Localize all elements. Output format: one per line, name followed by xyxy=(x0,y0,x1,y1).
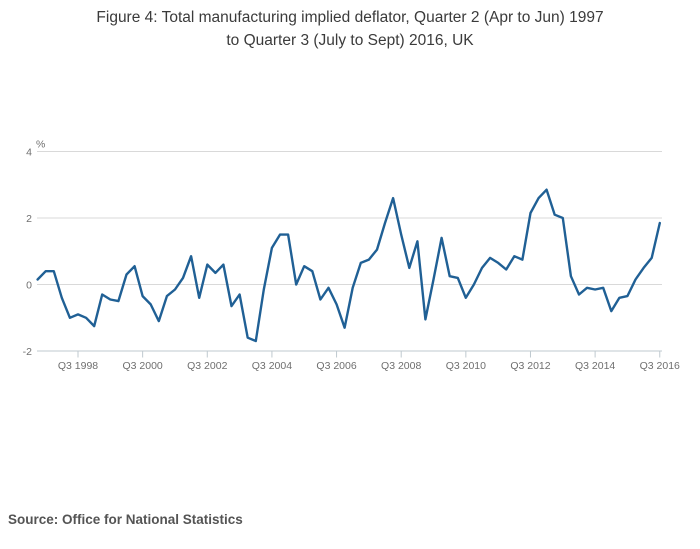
y-tick-label: -2 xyxy=(23,346,32,358)
chart-title-line2: to Quarter 3 (July to Sept) 2016, UK xyxy=(226,32,474,49)
y-tick-label: 0 xyxy=(26,279,32,291)
chart-title-line1: Figure 4: Total manufacturing implied de… xyxy=(96,9,604,26)
y-axis-unit-label: % xyxy=(36,139,45,151)
x-tick-label: Q3 2006 xyxy=(316,360,356,372)
x-tick-label: Q3 2002 xyxy=(187,360,227,372)
x-tick-label: Q3 2010 xyxy=(446,360,486,372)
y-tick-label: 4 xyxy=(26,146,32,158)
x-tick-label: Q3 2012 xyxy=(510,360,550,372)
deflator-data-line xyxy=(36,188,661,343)
x-tick-label: Q3 2004 xyxy=(252,360,292,372)
x-tick-label: Q3 2014 xyxy=(575,360,615,372)
x-tick-label: Q3 1998 xyxy=(58,360,98,372)
y-tick-label: 2 xyxy=(26,213,32,225)
x-tick-label: Q3 2008 xyxy=(381,360,421,372)
x-tick-label: Q3 2016 xyxy=(640,360,680,372)
x-tick-label: Q3 2000 xyxy=(122,360,162,372)
chart-title: Figure 4: Total manufacturing implied de… xyxy=(20,6,680,52)
source-text: Source: Office for National Statistics xyxy=(8,512,243,527)
